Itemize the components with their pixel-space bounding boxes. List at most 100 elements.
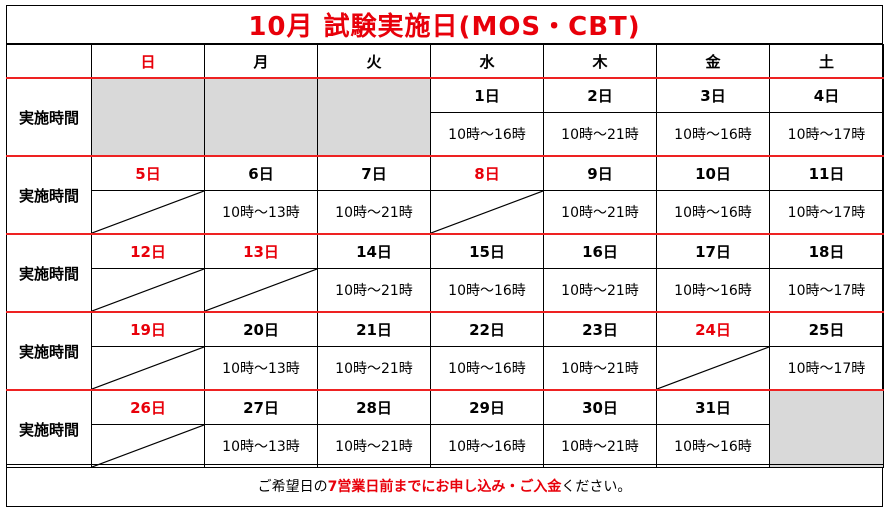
- date-cell: 11日: [769, 155, 884, 191]
- date-row: 実施時間 19日 20日 21日 22日 23日 24日 25日: [6, 311, 884, 391]
- date-row: 実施時間 5日 6日 7日 8日 9日 10日 11日: [6, 155, 884, 235]
- diagonal-slash-icon: [92, 347, 204, 389]
- time-cell: 10時～13時: [204, 424, 318, 468]
- no-exam-cell: [91, 346, 205, 391]
- diagonal-slash-icon: [657, 347, 769, 389]
- diagonal-slash-icon: [92, 269, 204, 311]
- exam-calendar: 日 月 火 水 木 金 土 実施時間 1日 2日 3日 4日 10時～16時: [6, 44, 884, 468]
- time-cell: 10時～21時: [543, 190, 657, 235]
- date-cell: 25日: [769, 311, 884, 347]
- date-cell: 27日: [204, 389, 318, 425]
- page-title: 10月 試験実施日(MOS・CBT): [6, 5, 883, 44]
- footer-separator: ・: [505, 479, 520, 495]
- date-cell: 23日: [543, 311, 657, 347]
- date-cell: 17日: [656, 233, 770, 269]
- row-label: 実施時間: [6, 77, 92, 157]
- no-exam-cell: [91, 268, 205, 313]
- date-cell: 10日: [656, 155, 770, 191]
- time-row: 10時～21時 10時～16時 10時～21時 10時～16時 10時～17時: [7, 268, 884, 313]
- date-cell: 14日: [317, 233, 431, 269]
- time-cell: 10時～17時: [769, 346, 884, 391]
- no-exam-cell: [91, 424, 205, 468]
- empty-day-cell: [769, 389, 884, 468]
- date-cell: 18日: [769, 233, 884, 269]
- date-cell: 7日: [317, 155, 431, 191]
- date-cell-holiday: 24日: [656, 311, 770, 347]
- date-cell: 31日: [656, 389, 770, 425]
- time-cell: 10時～13時: [204, 346, 318, 391]
- no-exam-cell: [204, 268, 318, 313]
- no-exam-cell: [430, 190, 544, 235]
- weekday-sat: 土: [769, 44, 884, 79]
- time-cell: 10時～21時: [317, 268, 431, 313]
- date-cell-holiday: 19日: [91, 311, 205, 347]
- footer-payment: ご入金: [519, 479, 562, 495]
- time-cell: 10時～17時: [769, 112, 884, 157]
- weekday-sun: 日: [91, 44, 205, 79]
- calendar-page: 10月 試験実施日(MOS・CBT) 日 月 火 水 木 金 土 実施時間: [6, 5, 884, 507]
- diagonal-slash-icon: [205, 269, 317, 311]
- date-cell: 9日: [543, 155, 657, 191]
- weekday-header-row: 日 月 火 水 木 金 土: [6, 44, 884, 79]
- date-cell: 28日: [317, 389, 431, 425]
- weekday-fri: 金: [656, 44, 770, 79]
- time-cell: 10時～16時: [656, 112, 770, 157]
- header-blank-cell: [6, 44, 92, 79]
- time-row: 10時～13時 10時～21時 10時～16時 10時～21時 10時～16時: [7, 424, 884, 468]
- date-cell: 15日: [430, 233, 544, 269]
- time-cell: 10時～21時: [543, 346, 657, 391]
- time-cell: 10時～17時: [769, 190, 884, 235]
- no-exam-cell: [91, 190, 205, 235]
- diagonal-slash-icon: [92, 191, 204, 233]
- date-cell-holiday: 12日: [91, 233, 205, 269]
- date-cell-holiday: 8日: [430, 155, 544, 191]
- time-cell: 10時～21時: [317, 190, 431, 235]
- date-cell: 2日: [543, 77, 657, 113]
- weekday-tue: 火: [317, 44, 431, 79]
- weekday-wed: 水: [430, 44, 544, 79]
- date-cell-holiday: 26日: [91, 389, 205, 425]
- time-cell: 10時～21時: [543, 268, 657, 313]
- weekday-mon: 月: [204, 44, 318, 79]
- date-cell: 22日: [430, 311, 544, 347]
- time-cell: 10時～16時: [430, 112, 544, 157]
- row-label: 実施時間: [6, 389, 92, 468]
- date-cell-holiday: 5日: [91, 155, 205, 191]
- time-cell: 10時～16時: [430, 346, 544, 391]
- date-cell: 1日: [430, 77, 544, 113]
- diagonal-slash-icon: [431, 191, 543, 233]
- time-cell: 10時～16時: [656, 190, 770, 235]
- time-cell: 10時～16時: [656, 424, 770, 468]
- time-cell: 10時～16時: [430, 424, 544, 468]
- empty-day-cell: [317, 77, 431, 157]
- date-row: 実施時間 1日 2日 3日 4日: [6, 77, 884, 157]
- time-cell: 10時～16時: [430, 268, 544, 313]
- date-cell: 4日: [769, 77, 884, 113]
- empty-day-cell: [91, 77, 205, 157]
- time-cell: 10時～21時: [317, 424, 431, 468]
- footer-suffix: ください。: [561, 479, 632, 495]
- empty-day-cell: [204, 77, 318, 157]
- time-cell: 10時～13時: [204, 190, 318, 235]
- date-cell: 16日: [543, 233, 657, 269]
- footer-deadline: 7営業日前までにお申し込み: [327, 479, 506, 495]
- date-cell: 3日: [656, 77, 770, 113]
- date-cell: 20日: [204, 311, 318, 347]
- time-cell: 10時～21時: [543, 112, 657, 157]
- diagonal-slash-icon: [92, 425, 204, 467]
- time-cell: 10時～21時: [543, 424, 657, 468]
- time-cell: 10時～16時: [656, 268, 770, 313]
- date-cell: 6日: [204, 155, 318, 191]
- time-row: 10時～13時 10時～21時 10時～16時 10時～21時 10時～17時: [7, 346, 884, 391]
- footer-prefix: ご希望日の: [257, 479, 328, 495]
- date-cell-holiday: 13日: [204, 233, 318, 269]
- row-label: 実施時間: [6, 311, 92, 391]
- date-row: 実施時間 12日 13日 14日 15日 16日 17日 18日: [6, 233, 884, 313]
- no-exam-cell: [656, 346, 770, 391]
- time-cell: 10時～17時: [769, 268, 884, 313]
- date-cell: 21日: [317, 311, 431, 347]
- time-row: 10時～16時 10時～21時 10時～16時 10時～17時: [7, 112, 884, 157]
- row-label: 実施時間: [6, 233, 92, 313]
- date-row: 実施時間 26日 27日 28日 29日 30日 31日: [6, 389, 884, 468]
- row-label: 実施時間: [6, 155, 92, 235]
